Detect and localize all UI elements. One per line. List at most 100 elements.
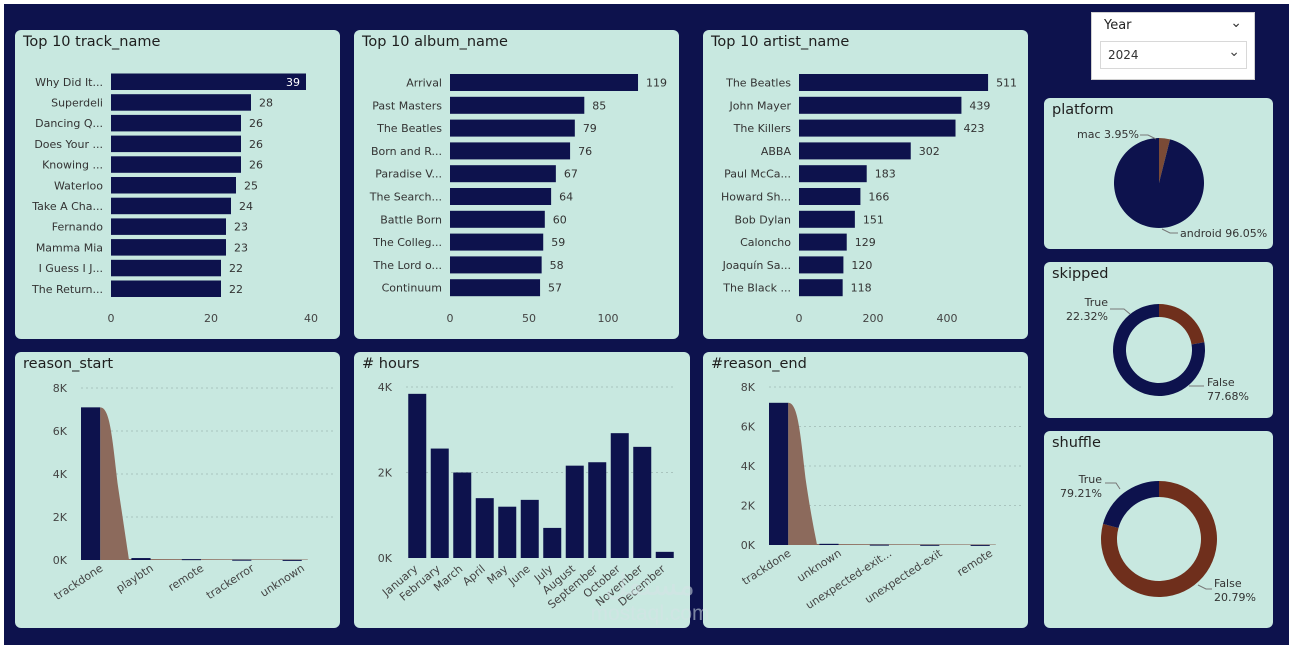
data-label: 511 bbox=[996, 77, 1017, 90]
slice-label: True bbox=[1084, 296, 1109, 309]
area-series bbox=[788, 402, 996, 545]
bar bbox=[111, 114, 241, 132]
bar bbox=[799, 165, 867, 183]
bar bbox=[232, 559, 252, 561]
x-tick-label: 0 bbox=[447, 312, 454, 325]
x-tick-label: 40 bbox=[304, 312, 318, 325]
y-tick-label: 8K bbox=[53, 382, 68, 395]
bar bbox=[408, 393, 427, 558]
shuffle-title: shuffle bbox=[1052, 435, 1101, 451]
track-name-card: Top 10 track_name Why Did It... 39 Superde… bbox=[15, 30, 340, 339]
data-label: 67 bbox=[564, 168, 578, 181]
year-slicer[interactable]: Year ⌄ 2024 ⌄ bbox=[1091, 12, 1255, 80]
category-label: Joaquín Sa... bbox=[722, 259, 791, 272]
bar bbox=[111, 73, 306, 90]
album-bar-chart: Arrival 119 Past Masters 85 The Beatles 79 Bor… bbox=[369, 74, 667, 325]
slice bbox=[1159, 304, 1205, 345]
x-tick-label: 100 bbox=[598, 312, 619, 325]
bar bbox=[498, 506, 517, 558]
year-slicer-label: Year bbox=[1104, 18, 1132, 33]
bar bbox=[633, 446, 652, 558]
slice-label: False bbox=[1214, 577, 1242, 590]
platform-card: platform mac 3.95% android 96.05% bbox=[1044, 98, 1273, 249]
data-label: 85 bbox=[592, 99, 606, 112]
data-label: 76 bbox=[578, 145, 592, 158]
category-label: Fernando bbox=[52, 221, 103, 234]
category-label: Why Did It... bbox=[35, 76, 103, 89]
category-label: Howard Sh... bbox=[721, 191, 791, 204]
bar bbox=[111, 135, 241, 153]
x-tick-label: trackdone bbox=[52, 561, 106, 602]
y-tick-label: 2K bbox=[378, 467, 393, 480]
bar bbox=[282, 559, 302, 561]
chevron-down-icon[interactable]: ⌄ bbox=[1228, 44, 1240, 60]
y-tick-label: 0K bbox=[53, 554, 68, 567]
bar bbox=[970, 544, 990, 546]
year-dropdown[interactable]: 2024 ⌄ bbox=[1100, 41, 1247, 69]
chevron-down-icon[interactable]: ⌄ bbox=[1230, 15, 1242, 31]
bar bbox=[565, 465, 584, 558]
bar bbox=[588, 462, 607, 558]
category-label: Caloncho bbox=[740, 236, 791, 249]
category-label: Born and R... bbox=[371, 145, 442, 158]
y-tick-label: 8K bbox=[741, 381, 756, 394]
data-label: 22 bbox=[229, 262, 243, 275]
category-label: Battle Born bbox=[380, 213, 442, 226]
x-tick-label: remote bbox=[166, 561, 206, 594]
shuffle-card: shuffle True 79.21% False 20.79% bbox=[1044, 431, 1273, 628]
bar bbox=[81, 407, 101, 560]
category-label: The Killers bbox=[733, 122, 792, 135]
category-label: The Black ... bbox=[722, 282, 791, 295]
bar bbox=[475, 498, 494, 558]
data-label: 302 bbox=[919, 145, 940, 158]
data-label: 57 bbox=[548, 282, 562, 295]
data-label: 59 bbox=[551, 236, 565, 249]
reason-end-title: #reason_end bbox=[711, 356, 807, 372]
category-label: ABBA bbox=[761, 145, 792, 158]
bar bbox=[111, 177, 236, 194]
y-tick-label: 2K bbox=[741, 500, 756, 513]
bar bbox=[799, 188, 861, 205]
bar bbox=[869, 544, 889, 546]
bar bbox=[453, 472, 472, 558]
bar bbox=[799, 119, 956, 137]
bar bbox=[111, 156, 241, 173]
category-label: The Return... bbox=[31, 283, 103, 296]
slice-label: True bbox=[1078, 473, 1103, 486]
category-label: The Beatles bbox=[376, 122, 442, 135]
category-label: I Guess I J... bbox=[39, 262, 103, 275]
slice-percent: 20.79% bbox=[1214, 591, 1256, 604]
x-tick-label: unexpected-exit... bbox=[803, 547, 894, 612]
data-label: 64 bbox=[559, 191, 573, 204]
category-label: Paul McCa... bbox=[724, 168, 791, 181]
area-series bbox=[100, 407, 308, 560]
bar bbox=[111, 280, 221, 297]
category-label: The Colleg... bbox=[372, 236, 442, 249]
y-tick-label: 6K bbox=[741, 421, 756, 434]
x-tick-label: playbtn bbox=[114, 562, 156, 596]
category-label: Arrival bbox=[406, 77, 442, 90]
category-label: John Mayer bbox=[729, 99, 792, 112]
bar bbox=[655, 551, 674, 558]
bar bbox=[450, 233, 544, 251]
bar bbox=[799, 233, 847, 251]
x-tick-label: trackdone bbox=[740, 546, 794, 587]
x-tick-label: 20 bbox=[204, 312, 218, 325]
bar bbox=[769, 402, 789, 545]
bar bbox=[799, 74, 989, 91]
category-label: Mamma Mia bbox=[36, 241, 103, 254]
artist-chart-title: Top 10 artist_name bbox=[711, 34, 850, 50]
bar bbox=[450, 256, 542, 274]
x-tick-label: 200 bbox=[863, 312, 884, 325]
bar bbox=[111, 259, 221, 277]
category-label: The Lord o... bbox=[373, 259, 442, 272]
data-label: 58 bbox=[550, 259, 564, 272]
data-label: 26 bbox=[249, 117, 263, 130]
bar bbox=[131, 558, 151, 560]
bar bbox=[543, 527, 562, 558]
bar bbox=[799, 210, 855, 228]
bar bbox=[181, 559, 201, 561]
slice-label: android 96.05% bbox=[1180, 227, 1267, 240]
bar bbox=[450, 188, 552, 205]
leader-line bbox=[1197, 584, 1212, 590]
